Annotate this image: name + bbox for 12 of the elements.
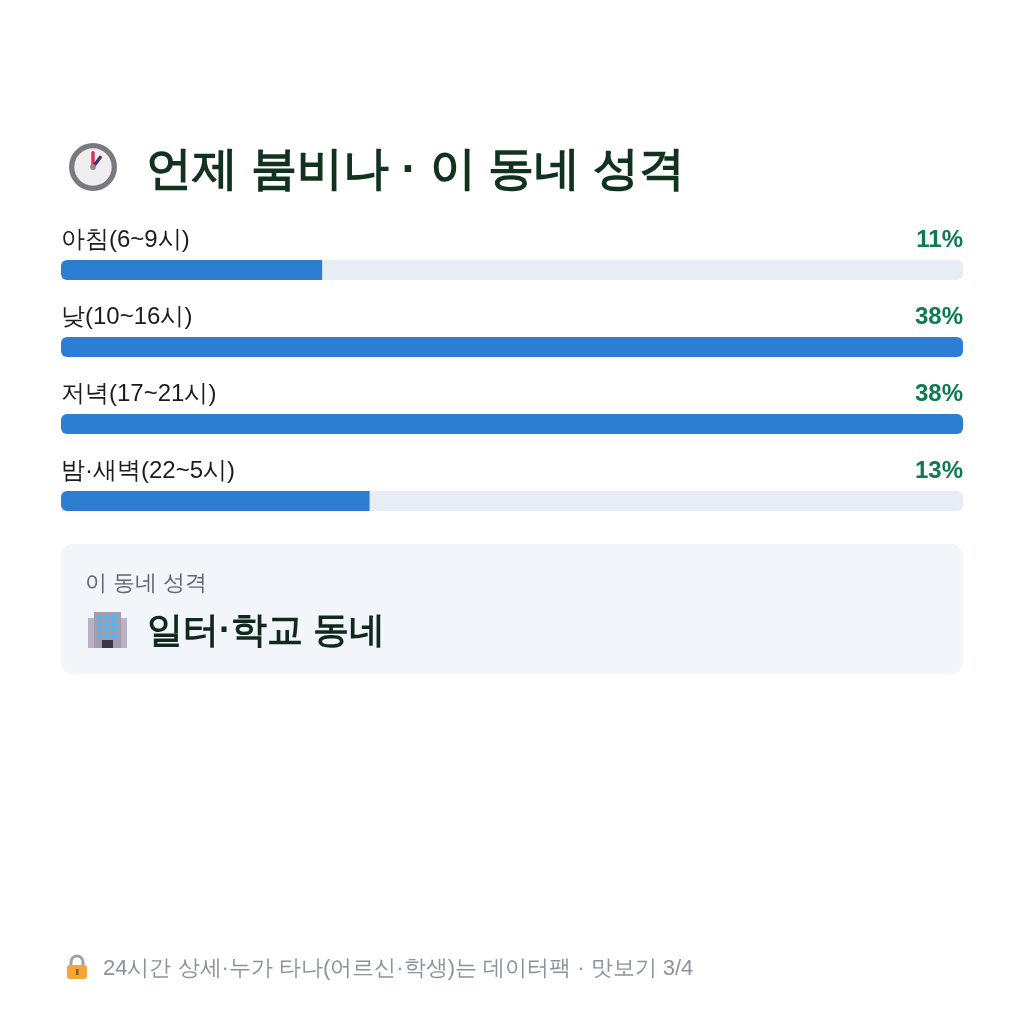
y-tick-label: 밤·새벽(22~5시) [61, 456, 236, 483]
data-label: 11% [916, 225, 963, 252]
text: 이 동네 성격 [85, 570, 208, 595]
text: 24시간 상세·누가 타나(어르신·학생)는 데이터팩 · 맛보기 3/4 [103, 955, 694, 980]
chart-title: 언제 붐비나 · 이 동네 성격 [146, 142, 686, 194]
text: 일터·학교 동네 [147, 609, 385, 650]
y-tick-label: 저녁(17~21시) [61, 379, 217, 406]
data-label: 38% [914, 302, 963, 329]
data-label: 13% [914, 456, 963, 483]
data-label: 38% [914, 379, 963, 406]
y-tick-label: 아침(6~9시) [61, 225, 190, 252]
y-tick-label: 낮(10~16시) [61, 302, 193, 329]
